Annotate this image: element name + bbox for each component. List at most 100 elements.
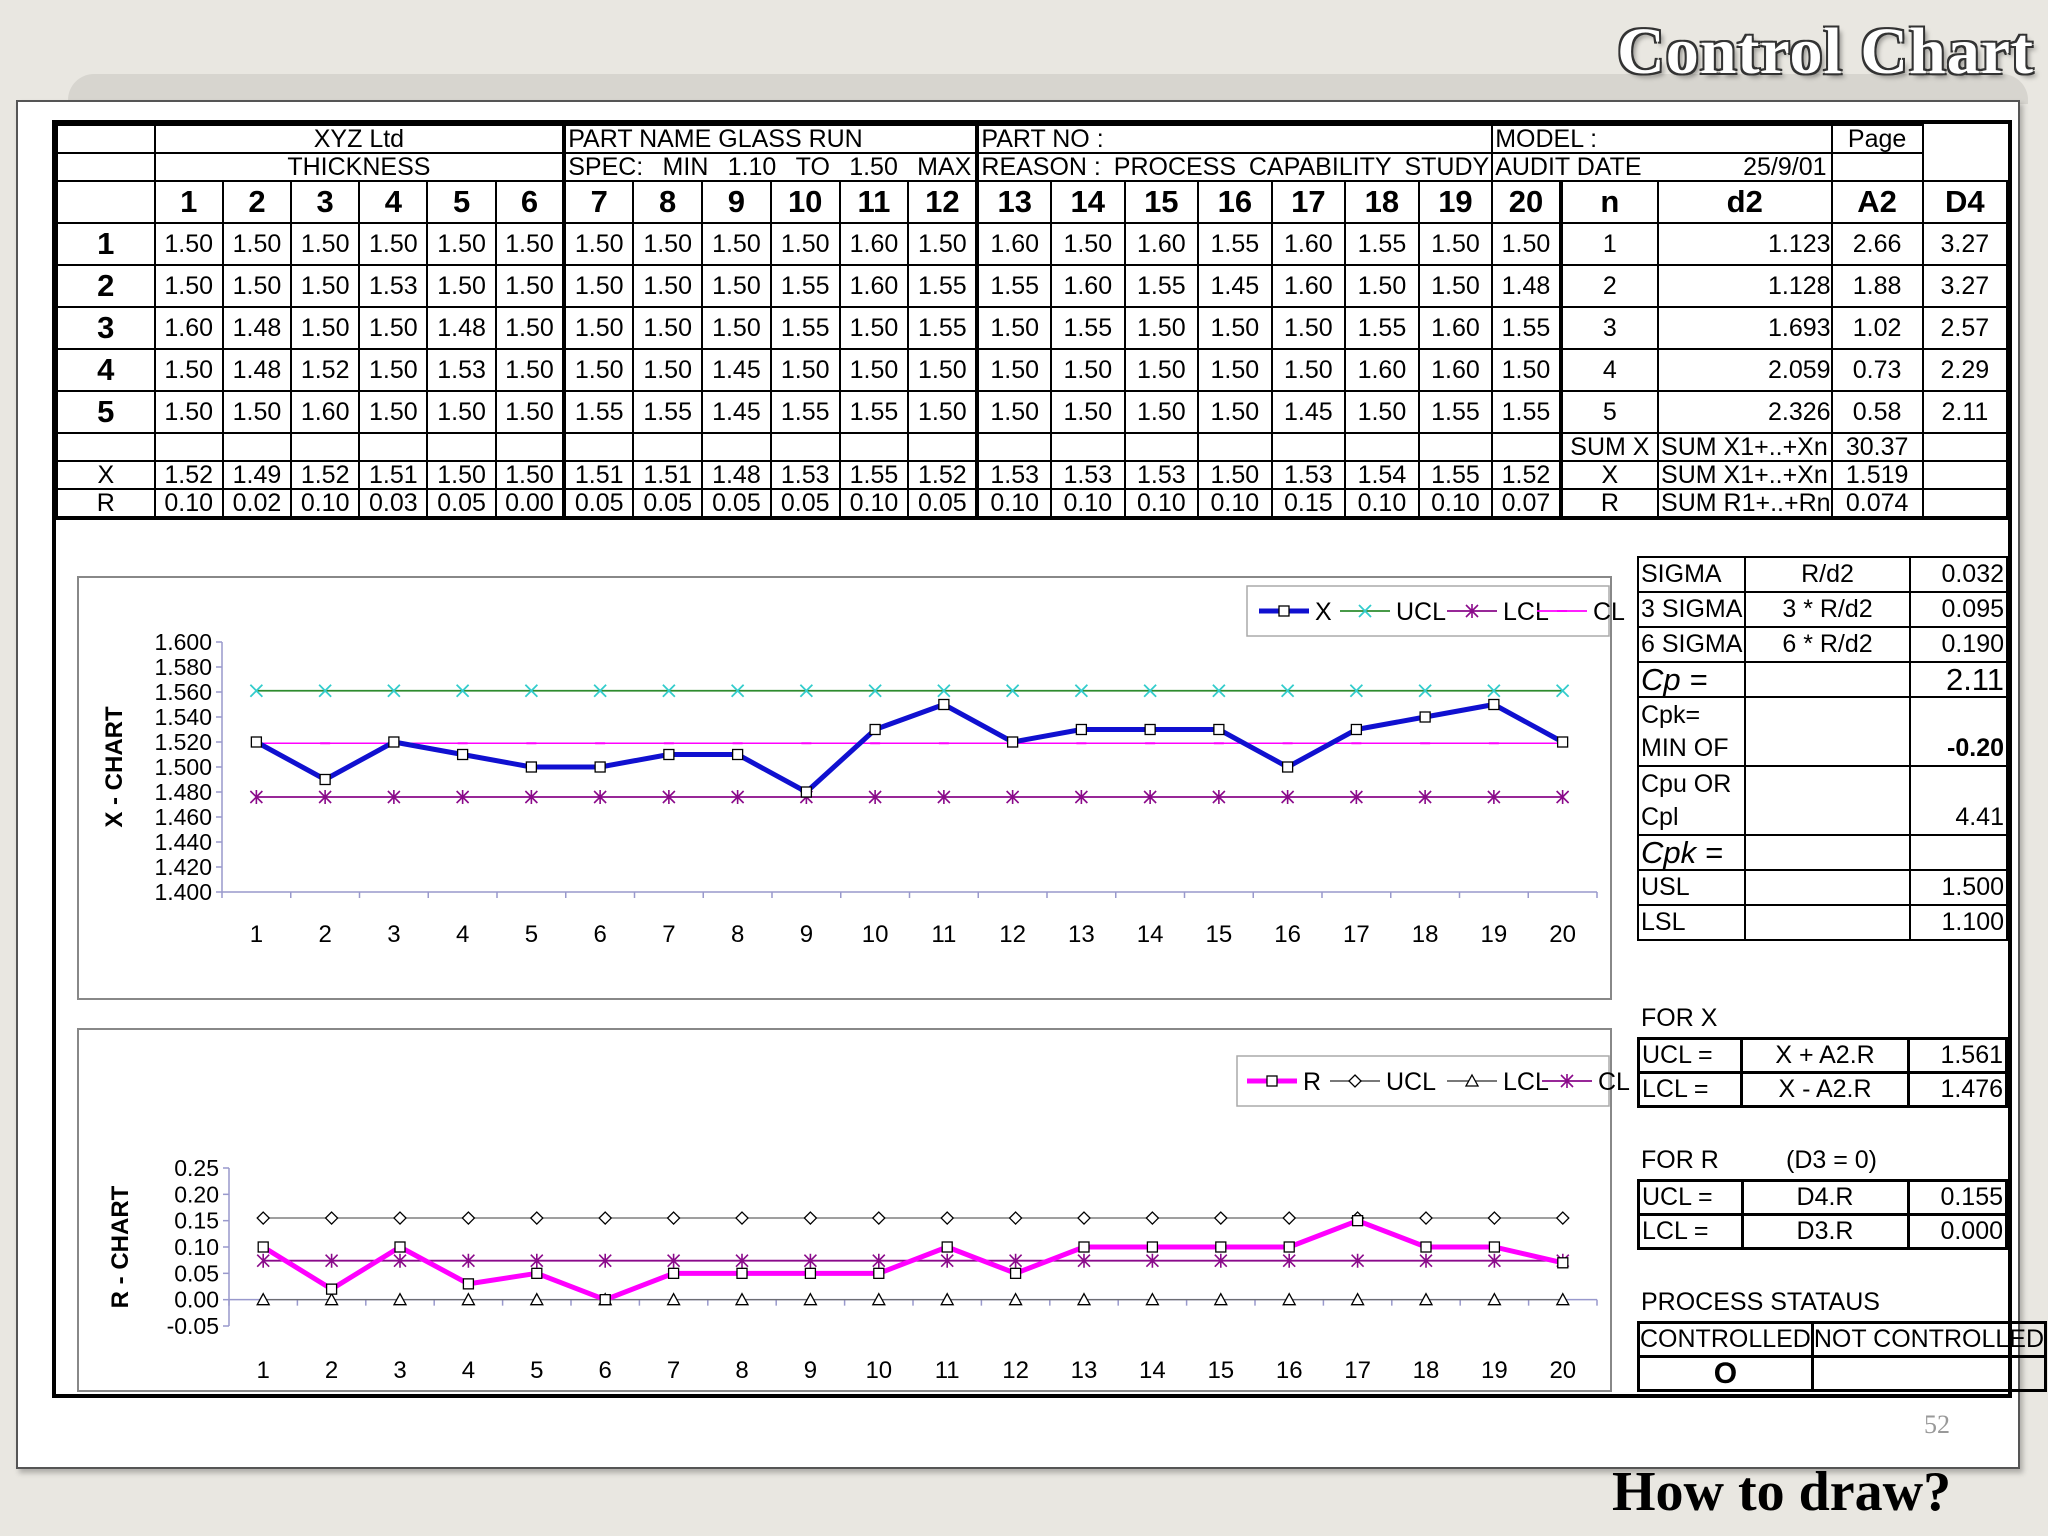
measurement-cell: 1.60 — [976, 222, 1053, 266]
measurement-cell: 1.55 — [1491, 390, 1563, 434]
xbar-cell: 1.55 — [838, 460, 910, 490]
measurement-cell: 1.53 — [426, 348, 497, 392]
data-point — [1420, 1241, 1432, 1253]
x-ucl-row: UCL = X + A2.R 1.561 — [1636, 1037, 2009, 1074]
measurement-cell: 1.55 — [632, 390, 704, 434]
data-point — [735, 1211, 749, 1225]
legend-marker — [1560, 1074, 1574, 1088]
process-status-table: CONTROLLED NOT CONTROLLED O — [1637, 1321, 2048, 1392]
constant-cell: 2.059 — [1657, 348, 1833, 392]
range-cell: 0.05 — [769, 488, 841, 519]
data-point — [940, 1292, 955, 1306]
data-point — [599, 1294, 611, 1306]
cpk-value — [1908, 834, 2009, 871]
column-header: 3 — [290, 180, 361, 224]
data-point — [594, 761, 606, 773]
measurement-cell: 1.50 — [907, 222, 980, 266]
data-point — [392, 1292, 408, 1306]
range-label: R — [56, 488, 156, 519]
sigma6-label: 6 SIGMA — [1636, 626, 1747, 663]
page-number: 52 — [1924, 1410, 1950, 1439]
measurement-cell: 1.50 — [701, 264, 772, 308]
data-point — [1215, 1241, 1227, 1253]
measurement-cell: 1.50 — [221, 264, 293, 308]
sigma-row: SIGMA R/d2 0.032 — [1636, 556, 2009, 593]
spec-max-label: MAX — [917, 153, 972, 181]
legend-marker — [1266, 1075, 1278, 1087]
cpu-cpl-value: 4.41 — [1908, 765, 2009, 836]
data-point — [1487, 684, 1501, 698]
series-r — [257, 1215, 1569, 1306]
x-ucl-formula: X + A2.R — [1740, 1037, 1910, 1074]
x-tick-label: 10 — [865, 1357, 892, 1384]
constant-header: d2 — [1657, 180, 1833, 224]
measurement-cell: 1.45 — [1197, 264, 1273, 308]
constant-header: A2 — [1830, 180, 1924, 224]
x-tick-label: 7 — [667, 1357, 680, 1384]
x-tick-label: 6 — [593, 921, 606, 948]
sigma3-value: 0.095 — [1908, 591, 2009, 628]
xbar-cell: 1.49 — [221, 460, 293, 490]
data-point — [734, 1292, 750, 1306]
legend-item: CL — [1537, 598, 1625, 626]
data-point — [1349, 684, 1364, 698]
data-point — [461, 1292, 476, 1306]
measurement-table: XYZ Ltd PART NAME GLASS RUN PART NO : MO… — [56, 124, 2009, 520]
range-cell: 0.10 — [1123, 488, 1200, 519]
x-tick-label: 20 — [1549, 921, 1576, 948]
data-point — [666, 1211, 681, 1225]
data-point — [325, 1253, 339, 1268]
measurement-cell: 1.55 — [769, 264, 841, 308]
cpk-row: Cpk = — [1636, 834, 2009, 871]
data-point — [1556, 736, 1569, 748]
y-tick-label: 1.400 — [154, 879, 212, 905]
data-point — [1350, 723, 1363, 736]
y-tick-label: 1.580 — [154, 654, 212, 680]
process-status-title: PROCESS STATAUS — [1641, 1288, 1880, 1316]
cpu-cpl-label: Cpu OR Cpl — [1636, 765, 1747, 836]
range-cell: 0.10 — [290, 488, 361, 519]
x-tick-label: 3 — [387, 921, 400, 948]
x-bar-value: 1.519 — [1830, 460, 1924, 490]
measurement-cell: 1.60 — [1050, 264, 1126, 308]
legend-label: CL — [1598, 1068, 1630, 1096]
range-cell: 0.05 — [632, 488, 704, 519]
xbar-cell: 1.51 — [632, 460, 704, 490]
y-tick-label: 1.560 — [154, 679, 212, 705]
x-tick-label: 10 — [862, 921, 889, 948]
audit-date: 25/9/01 — [1743, 153, 1827, 181]
measurement-cell: 1.50 — [632, 306, 704, 350]
x-tick-label: 12 — [999, 921, 1026, 948]
data-point — [1487, 790, 1501, 804]
characteristic-cell: THICKNESS — [153, 152, 567, 182]
measurement-cell: 1.55 — [1123, 264, 1200, 308]
column-header: 17 — [1270, 180, 1347, 224]
x-tick-label: 4 — [462, 1357, 475, 1384]
range-cell: 0.10 — [976, 488, 1053, 519]
column-header: 5 — [426, 180, 497, 224]
xbar-cell: 1.52 — [1491, 460, 1563, 490]
x-tick-label: 15 — [1207, 1357, 1234, 1384]
measurement-cell: 1.60 — [1417, 348, 1494, 392]
cp-label: Cp = — [1636, 661, 1747, 698]
data-point — [1281, 761, 1294, 773]
cpu-cpl-row: Cpu OR Cpl 4.41 — [1636, 765, 2009, 836]
data-point — [871, 1292, 886, 1306]
data-point — [1213, 723, 1225, 736]
column-header: 1 — [153, 180, 224, 224]
measurement-cell: 1.45 — [701, 390, 772, 434]
reason-word: PROCESS — [1113, 153, 1237, 181]
data-point — [1143, 790, 1157, 804]
blank-cell — [1344, 432, 1420, 462]
data-point — [938, 698, 950, 711]
measurement-cell: 1.50 — [1050, 390, 1126, 434]
constant-cell: 4 — [1559, 348, 1660, 392]
legend-marker — [1464, 1073, 1480, 1087]
constant-header: D4 — [1921, 180, 2009, 224]
y-tick-label: 1.600 — [154, 629, 212, 655]
measurement-cell: 1.50 — [1491, 348, 1563, 392]
data-point — [1077, 1253, 1091, 1268]
legend-label: X — [1315, 598, 1332, 626]
r-ucl-value: 0.155 — [1906, 1179, 2009, 1216]
page-cell: Page — [1830, 124, 1924, 154]
